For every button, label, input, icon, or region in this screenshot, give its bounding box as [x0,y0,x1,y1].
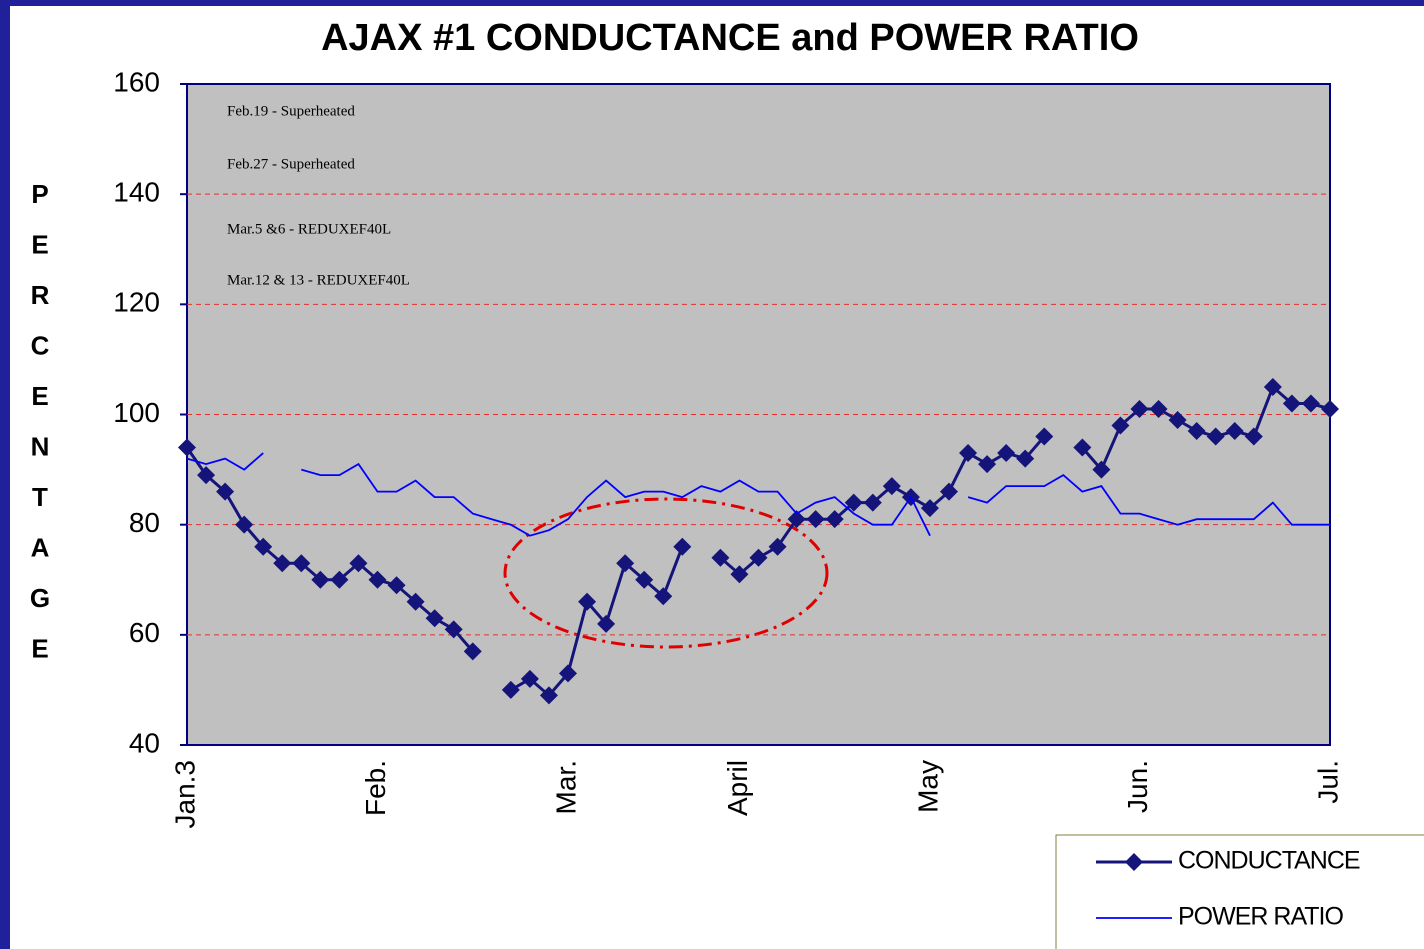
data-point [578,592,597,611]
data-point [673,537,692,556]
data-point [292,554,311,573]
marks [178,193,1339,705]
data-point [882,477,901,496]
data-point [806,510,825,529]
data-point [444,620,463,639]
y-tick-label: 160 [113,66,160,97]
data-point [1111,416,1130,435]
legend-box [1055,834,1424,949]
highlight-ellipse [503,497,829,649]
data-point [940,482,958,501]
data-point [406,592,425,611]
data-point [330,570,349,589]
annotation: Feb.27 - Superheated [227,156,355,172]
data-point [1073,438,1092,457]
data-point [1187,422,1206,441]
annotation: Feb.19 - Superheated [227,103,355,119]
data-point [844,493,863,512]
data-point [825,510,844,529]
data-point [539,686,558,705]
x-tick-label: Mar. [550,760,581,814]
series-line [185,384,1331,698]
y-tick-label: 40 [129,727,160,758]
data-point [1282,394,1301,413]
data-point [311,570,330,589]
data-point [368,570,387,589]
data-point [1168,411,1187,430]
data-point [559,664,577,683]
data-point [349,554,368,573]
data-point [978,455,997,474]
legend-label: CONDUCTANCE [1178,847,1360,875]
data-point [254,537,273,556]
data-point [197,466,216,485]
data-point [1149,399,1168,418]
data-point [787,510,806,529]
data-point [616,554,635,573]
data-point [863,493,882,512]
data-point [597,614,616,633]
data-point [520,669,539,688]
data-point [1035,427,1054,446]
data-point [1206,427,1225,446]
chart-title: AJAX #1 CONDUCTANCE and POWER RATIO [321,17,1139,59]
x-tick-label: Feb. [360,760,391,816]
data-point [768,537,787,556]
data-point [920,499,939,518]
annotation: Mar.12 & 13 - REDUXEF40L [227,272,410,288]
data-point [1244,427,1263,446]
data-point [1225,422,1244,441]
data-point [1301,394,1320,413]
y-tick-label: 140 [113,177,160,208]
y-tick-label: 60 [129,617,160,648]
legend-label: POWER RATIO [1178,903,1343,931]
x-tick-label: April [722,760,753,816]
data-point [730,565,749,584]
data-point [216,482,235,501]
data-point [1130,399,1149,418]
data-point [635,570,654,589]
x-tick-label: Jun. [1122,760,1153,813]
annotation: Mar.5 &6 - REDUXEF40L [227,221,391,237]
series-line [186,452,1330,537]
y-tick-label: 80 [129,507,160,538]
legend: CONDUCTANCE POWER RATIO [1096,847,1361,931]
x-tick-label: May [912,760,943,813]
data-point [463,642,482,661]
data-point [749,548,768,567]
y-tick-label: 120 [113,287,160,318]
data-point [711,548,730,567]
data-point [997,444,1016,463]
y-tick-label: 100 [113,397,160,428]
data-point [273,554,292,573]
data-point [1016,449,1035,468]
data-point [387,576,406,595]
data-point [959,444,978,463]
data-point [1321,399,1339,418]
data-point [178,438,196,457]
data-point [1263,377,1282,396]
data-point [425,609,444,628]
data-point [501,680,520,699]
x-tick-label: Jan.3 [169,760,200,829]
legend-marker [1125,853,1143,871]
data-point [1092,460,1111,479]
data-point [235,515,254,534]
data-point [654,587,673,606]
x-tick-label: Jul. [1312,760,1343,804]
